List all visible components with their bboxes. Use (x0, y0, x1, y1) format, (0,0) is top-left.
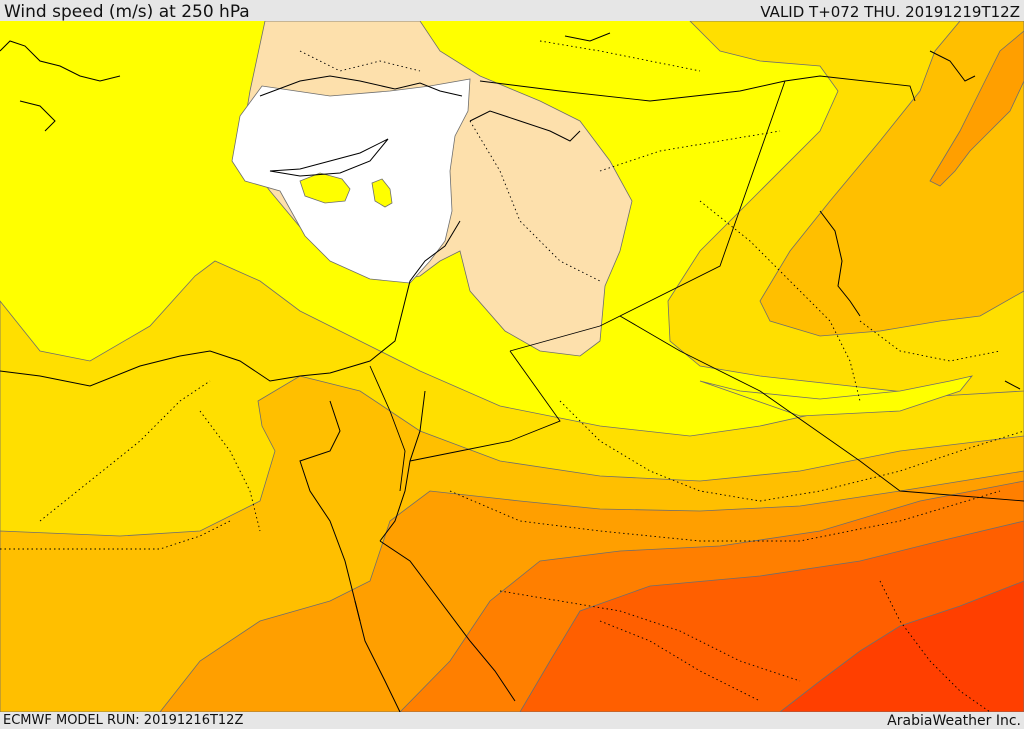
island-yellow-2 (371, 178, 393, 208)
coastlines (0, 32, 1021, 712)
band-yellow-pocket (699, 375, 974, 417)
borders (369, 75, 1024, 502)
band-white (231, 78, 471, 284)
model-run-label: ECMWF MODEL RUN: 20191216T12Z (3, 713, 244, 728)
band-amber-east (759, 21, 1024, 337)
admin-boundaries (0, 40, 1024, 712)
map-title: Wind speed (m/s) at 250 hPa (4, 2, 250, 22)
band-red (779, 580, 1024, 712)
band-orange-streak (929, 30, 1024, 187)
credit-label: ArabiaWeather Inc. (887, 713, 1021, 729)
wind-speed-map (0, 21, 1024, 712)
valid-time: VALID T+072 THU. 20191219T12Z (760, 3, 1020, 21)
